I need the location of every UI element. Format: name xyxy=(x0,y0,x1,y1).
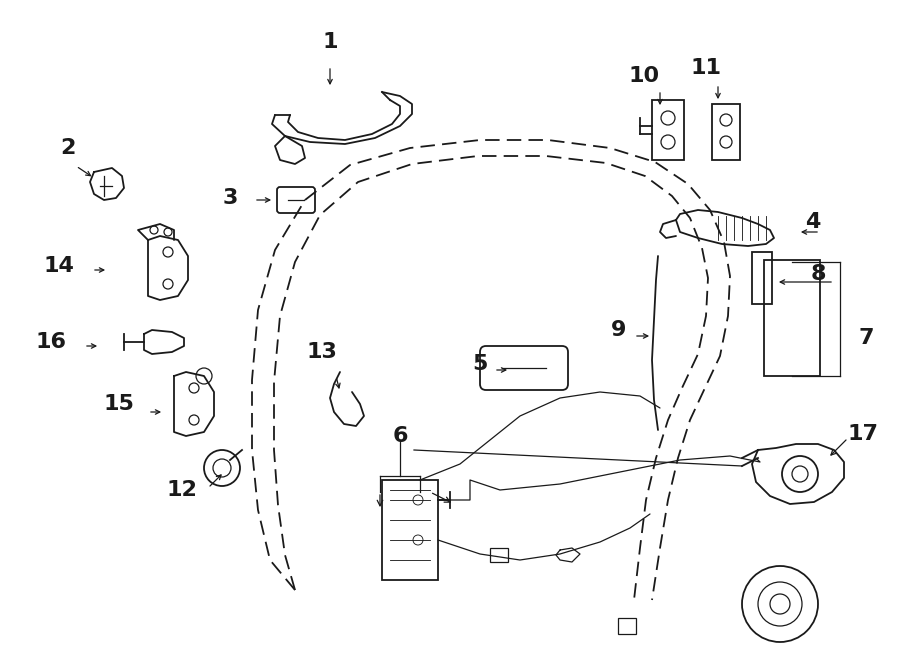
Text: 7: 7 xyxy=(858,328,874,348)
Text: 14: 14 xyxy=(43,256,74,276)
Bar xyxy=(764,260,820,376)
Text: 10: 10 xyxy=(628,66,660,86)
Text: 5: 5 xyxy=(472,354,488,374)
Text: 17: 17 xyxy=(848,424,879,444)
Text: 9: 9 xyxy=(610,320,626,340)
Text: 3: 3 xyxy=(222,188,238,208)
Bar xyxy=(652,100,684,160)
Text: 16: 16 xyxy=(35,332,66,352)
Text: 11: 11 xyxy=(690,58,722,78)
Text: 2: 2 xyxy=(60,138,76,158)
Text: 4: 4 xyxy=(805,212,820,232)
Text: 8: 8 xyxy=(811,264,826,284)
Text: 15: 15 xyxy=(104,394,134,414)
Text: 12: 12 xyxy=(166,480,197,500)
Text: 6: 6 xyxy=(392,426,408,446)
Text: 13: 13 xyxy=(307,342,338,362)
Text: 1: 1 xyxy=(322,32,338,52)
Bar xyxy=(712,104,740,160)
Bar xyxy=(618,618,636,634)
Bar xyxy=(490,548,508,562)
Bar xyxy=(752,252,772,304)
Bar xyxy=(382,480,438,580)
